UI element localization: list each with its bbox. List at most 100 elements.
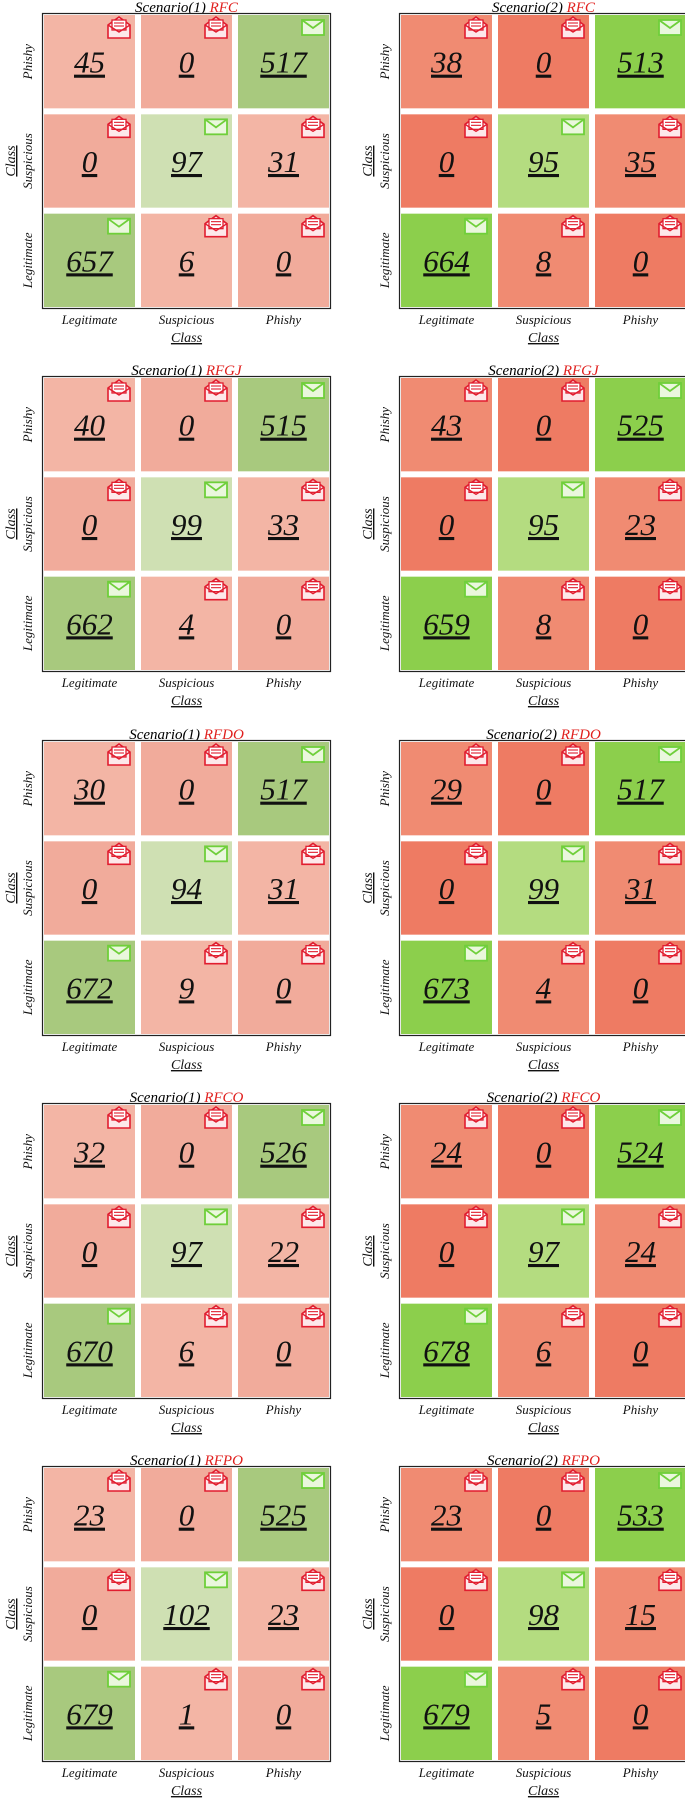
panel-title-model: RFGJ: [562, 363, 600, 379]
envelope-closed-icon: [204, 118, 228, 136]
envelope-open-letter-icon: [107, 1568, 131, 1592]
panel-title-scenario: Scenario(2): [492, 0, 567, 16]
envelope-open-letter-icon: [107, 16, 131, 39]
envelope-open-letter-icon: [658, 577, 682, 601]
envelope-closed-icon: [658, 746, 682, 763]
cell-value-label: 99: [171, 507, 202, 542]
x-tick-label: Legitimate: [418, 675, 475, 690]
envelope-open-letter-icon: [204, 16, 228, 39]
cell-value-label: 0: [179, 408, 195, 443]
cell-value-label: 97: [528, 1234, 561, 1269]
x-tick-label: Suspicious: [159, 1765, 215, 1780]
envelope-open-letter-icon: [107, 115, 131, 139]
envelope-open-letter-icon: [204, 577, 228, 601]
cell-value-label: 43: [431, 408, 462, 443]
envelope-open-letter-icon: [658, 115, 682, 139]
cell-value-label: 657: [66, 243, 114, 278]
panel-title-model: RFPO: [204, 1453, 243, 1469]
y-tick-label: Phishy: [377, 1134, 392, 1171]
cell-value-label: 94: [171, 871, 202, 906]
envelope-open-letter-icon: [301, 1667, 325, 1691]
envelope-open-letter-icon: [464, 743, 488, 766]
y-tick-label: Legitimate: [377, 1685, 392, 1742]
cell-value-label: 0: [536, 1135, 552, 1170]
y-axis-label: Class: [4, 1598, 19, 1630]
envelope-open-letter-icon: [204, 941, 228, 965]
cell-value-label: 0: [633, 1333, 649, 1368]
y-tick-label: Phishy: [20, 771, 35, 808]
envelope-open-letter-icon: [301, 941, 325, 965]
cell-value-label: 4: [536, 970, 552, 1005]
envelope-open-letter-icon: [204, 214, 228, 238]
cell-value-label: 5: [536, 1696, 552, 1731]
cell-value-label: 23: [268, 1597, 299, 1632]
cell-value-label: 0: [276, 243, 292, 278]
cell-value-label: 9: [179, 970, 195, 1005]
envelope-open-letter-icon: [464, 1568, 488, 1592]
y-axis-label: Class: [4, 1235, 19, 1267]
envelope-closed-icon: [464, 580, 488, 598]
cell-value-label: 0: [82, 144, 98, 179]
y-tick-label: Phishy: [20, 407, 35, 444]
y-tick-label: Legitimate: [20, 1322, 35, 1379]
x-tick-label: Phishy: [622, 1039, 659, 1054]
x-tick-label: Phishy: [622, 675, 659, 690]
y-axis-label: Class: [361, 145, 376, 177]
cell-value-label: 45: [74, 45, 105, 80]
envelope-open-letter-icon: [107, 478, 131, 502]
panel-title: Scenario(1) RFC: [135, 0, 239, 16]
envelope-open-letter-icon: [204, 1667, 228, 1691]
cell-value-label: 0: [633, 1696, 649, 1731]
envelope-open-letter-icon: [204, 1469, 228, 1492]
x-tick-label: Phishy: [265, 312, 302, 327]
envelope-closed-icon: [301, 382, 325, 399]
cell-value-label: 6: [536, 1333, 552, 1368]
envelope-closed-icon: [561, 1208, 585, 1226]
x-tick-label: Suspicious: [516, 1402, 572, 1417]
cell-value-label: 678: [423, 1333, 470, 1368]
confusion-matrix-panel: Scenario(1) RFPO 23 0 525 0 102 23 679 1 0 Legitim…: [4, 1453, 332, 1799]
panel-title-model: RFGJ: [205, 363, 243, 379]
panel-title: Scenario(1) RFDO: [129, 727, 244, 743]
cell-value-label: 40: [74, 408, 106, 443]
cell-value-label: 526: [260, 1135, 307, 1170]
cell-value-label: 517: [260, 45, 308, 80]
confusion-matrix-panel: Scenario(2) RFDO 29 0 517 0 99 31 673 4 0 Legitima…: [361, 727, 685, 1073]
cell-value-label: 0: [439, 507, 455, 542]
cell-value-label: 23: [431, 1498, 462, 1533]
panel-title-scenario: Scenario(2): [487, 1090, 562, 1106]
envelope-closed-icon: [204, 1208, 228, 1226]
envelope-open-letter-icon: [561, 577, 585, 601]
cell-value-label: 659: [423, 606, 470, 641]
cell-value-label: 670: [66, 1333, 113, 1368]
envelope-open-letter-icon: [561, 941, 585, 965]
cell-value-label: 99: [528, 871, 559, 906]
x-axis-label: Class: [528, 331, 560, 346]
cell-value-label: 1: [179, 1696, 195, 1731]
cell-value-label: 23: [74, 1498, 105, 1533]
envelope-closed-icon: [204, 481, 228, 499]
envelope-open-letter-icon: [658, 1667, 682, 1691]
envelope-closed-icon: [107, 217, 131, 235]
envelope-open-letter-icon: [658, 941, 682, 965]
cell-value-label: 102: [163, 1597, 210, 1632]
envelope-open-letter-icon: [561, 379, 585, 402]
cell-value-label: 8: [536, 243, 552, 278]
x-tick-label: Suspicious: [516, 1765, 572, 1780]
x-tick-label: Phishy: [622, 1765, 659, 1780]
y-tick-label: Legitimate: [377, 959, 392, 1016]
confusion-matrix-panel: Scenario(2) RFGJ 43 0 525 0 95 23 659 8 0 Legitima…: [361, 363, 685, 709]
envelope-open-letter-icon: [464, 842, 488, 866]
envelope-open-letter-icon: [561, 214, 585, 238]
cell-value-label: 0: [633, 970, 649, 1005]
envelope-open-letter-icon: [464, 1205, 488, 1229]
envelope-open-letter-icon: [561, 1304, 585, 1328]
envelope-open-letter-icon: [464, 478, 488, 502]
envelope-open-letter-icon: [301, 478, 325, 502]
envelope-closed-icon: [301, 1109, 325, 1126]
y-tick-label: Phishy: [20, 44, 35, 81]
y-tick-label: Suspicious: [20, 1223, 35, 1279]
envelope-open-letter-icon: [204, 743, 228, 766]
